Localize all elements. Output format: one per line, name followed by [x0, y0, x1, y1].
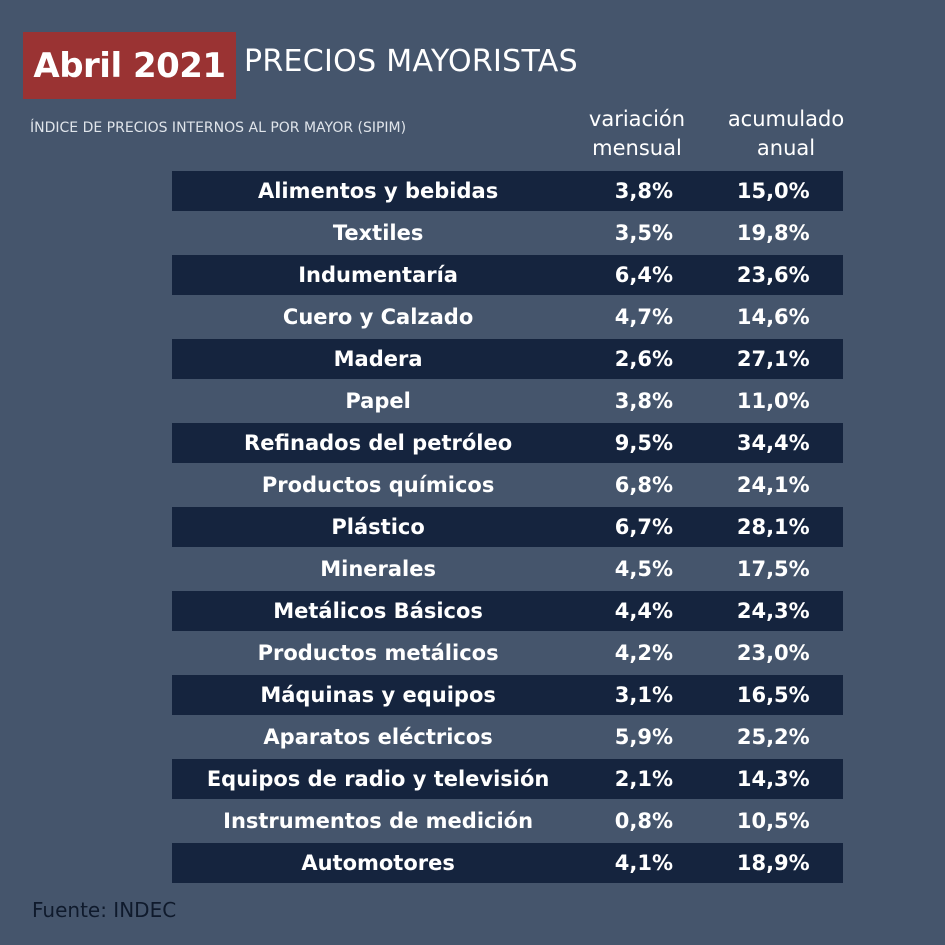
row-annual-value: 23,0% [736, 641, 810, 665]
row-label: Metálicos Básicos [273, 599, 483, 623]
row-annual-value: 24,1% [736, 473, 810, 497]
row-label: Plástico [331, 515, 425, 539]
table-row: Aparatos eléctricos 5,9% 25,2% [172, 716, 843, 758]
table-row: Refinados del petróleo 9,5% 34,4% [172, 423, 843, 463]
row-monthly-value: 5,9% [614, 725, 674, 749]
row-label: Alimentos y bebidas [257, 179, 499, 203]
row-monthly-value: 4,5% [614, 557, 674, 581]
table-row: Equipos de radio y televisión 2,1% 14,3% [172, 759, 843, 799]
table-row: Textiles 3,5% 19,8% [172, 212, 843, 254]
column-header-annual-line2: anual [756, 136, 816, 160]
table-row: Instrumentos de medición 0,8% 10,5% [172, 800, 843, 842]
row-annual-value: 14,6% [736, 305, 810, 329]
row-monthly-value: 6,8% [614, 473, 674, 497]
column-header-annual-line1: acumulado [727, 107, 845, 131]
row-label: Madera [333, 347, 423, 371]
row-monthly-value: 2,1% [614, 767, 674, 791]
table-row: Alimentos y bebidas 3,8% 15,0% [172, 171, 843, 211]
row-annual-value: 16,5% [736, 683, 810, 707]
table-row: Cuero y Calzado 4,7% 14,6% [172, 296, 843, 338]
source-note: Fuente: INDEC [32, 898, 177, 922]
column-header-monthly: variación mensual [563, 105, 711, 163]
row-monthly-value: 0,8% [614, 809, 674, 833]
row-annual-value: 10,5% [736, 809, 810, 833]
column-header-annual: acumulado anual [705, 105, 867, 163]
table-row: Automotores 4,1% 18,9% [172, 843, 843, 883]
row-monthly-value: 3,1% [614, 683, 674, 707]
row-label: Refinados del petróleo [244, 431, 513, 455]
table-row: Máquinas y equipos 3,1% 16,5% [172, 675, 843, 715]
row-label: Papel [345, 389, 411, 413]
row-monthly-value: 4,4% [614, 599, 674, 623]
row-annual-value: 17,5% [736, 557, 810, 581]
row-label: Cuero y Calzado [282, 305, 474, 329]
page-title: PRECIOS MAYORISTAS [244, 44, 578, 79]
column-header-monthly-line1: variación [588, 107, 686, 131]
table-row: Minerales 4,5% 17,5% [172, 548, 843, 590]
row-monthly-value: 9,5% [614, 431, 674, 455]
row-monthly-value: 3,8% [614, 389, 674, 413]
row-annual-value: 25,2% [736, 725, 810, 749]
row-monthly-value: 3,5% [614, 221, 674, 245]
page-subtitle: ÍNDICE DE PRECIOS INTERNOS AL POR MAYOR … [30, 120, 407, 136]
table-row: Madera 2,6% 27,1% [172, 339, 843, 379]
row-label: Productos metálicos [257, 641, 499, 665]
row-label: Equipos de radio y televisión [206, 767, 550, 791]
row-label: Indumentaría [298, 263, 458, 287]
row-annual-value: 27,1% [736, 347, 810, 371]
table-row: Productos metálicos 4,2% 23,0% [172, 632, 843, 674]
row-annual-value: 19,8% [736, 221, 810, 245]
row-label: Instrumentos de medición [223, 809, 534, 833]
row-label: Productos químicos [261, 473, 495, 497]
row-monthly-value: 4,1% [614, 851, 674, 875]
column-header-monthly-line2: mensual [592, 136, 682, 160]
row-monthly-value: 2,6% [614, 347, 674, 371]
row-monthly-value: 4,2% [614, 641, 674, 665]
row-annual-value: 14,3% [736, 767, 810, 791]
table-row: Indumentaría 6,4% 23,6% [172, 255, 843, 295]
row-monthly-value: 6,7% [614, 515, 674, 539]
row-annual-value: 18,9% [736, 851, 810, 875]
row-monthly-value: 6,4% [614, 263, 674, 287]
row-annual-value: 34,4% [736, 431, 810, 455]
row-monthly-value: 4,7% [614, 305, 674, 329]
row-annual-value: 23,6% [736, 263, 810, 287]
row-label: Automotores [301, 851, 455, 875]
row-monthly-value: 3,8% [614, 179, 674, 203]
table-row: Productos químicos 6,8% 24,1% [172, 464, 843, 506]
row-label: Aparatos eléctricos [263, 725, 493, 749]
table-row: Metálicos Básicos 4,4% 24,3% [172, 591, 843, 631]
row-label: Máquinas y equipos [260, 683, 496, 707]
row-annual-value: 24,3% [736, 599, 810, 623]
table-row: Papel 3,8% 11,0% [172, 380, 843, 422]
row-label: Minerales [320, 557, 436, 581]
row-annual-value: 15,0% [736, 179, 810, 203]
table-row: Plástico 6,7% 28,1% [172, 507, 843, 547]
date-badge: Abril 2021 [23, 32, 236, 99]
row-annual-value: 11,0% [736, 389, 810, 413]
row-label: Textiles [332, 221, 424, 245]
data-table: Alimentos y bebidas 3,8% 15,0% Textiles 3,5%… [172, 170, 843, 884]
row-annual-value: 28,1% [736, 515, 810, 539]
